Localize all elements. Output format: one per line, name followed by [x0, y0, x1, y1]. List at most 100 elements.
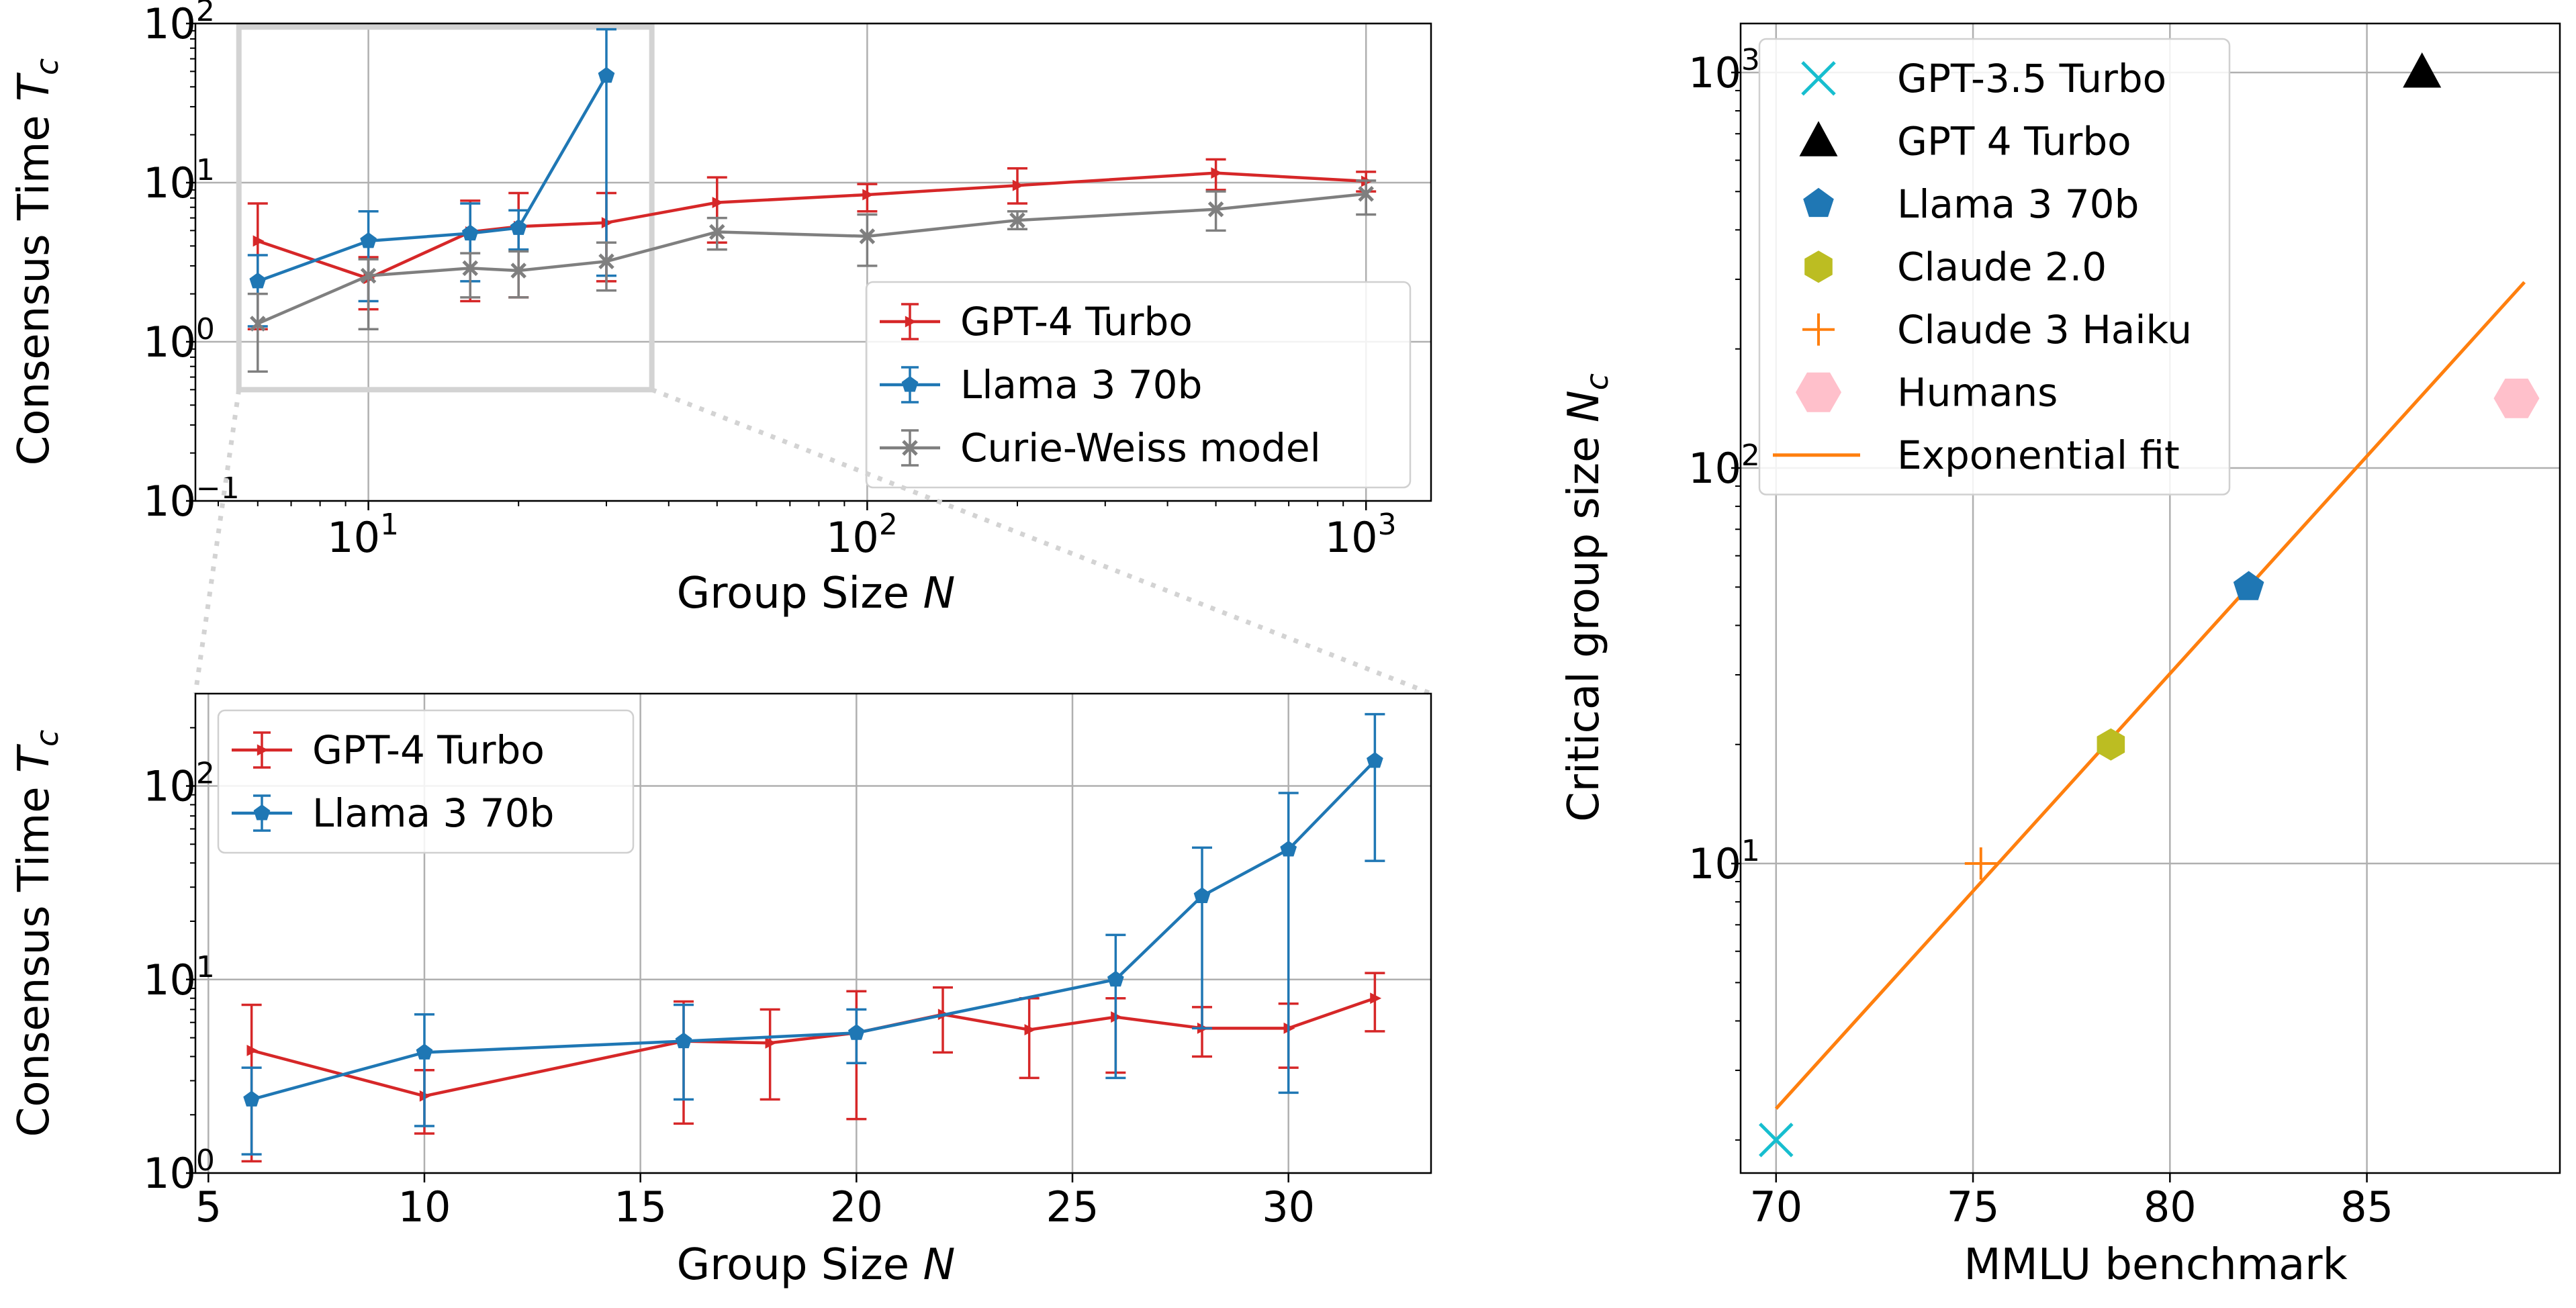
series-llama-3-70b — [247, 28, 616, 328]
errorbar — [673, 1003, 694, 1101]
x-axis-label-text: Group Size — [677, 569, 923, 618]
x-tick-label: 10 — [398, 1182, 451, 1231]
x-tick-label: 30 — [1262, 1182, 1315, 1231]
data-point-stroke-b — [250, 316, 266, 332]
legend-item-llama-3-70b: Llama 3 70b — [1803, 181, 2139, 227]
legend-marker — [1804, 250, 1833, 283]
data-point — [1107, 970, 1124, 987]
y-axis-label-subscript: c — [29, 730, 65, 747]
x-tick-label: 103 — [1325, 508, 1397, 562]
series-line — [257, 192, 1367, 326]
x-axis-label-symbol: N — [923, 1240, 956, 1290]
zoom-connector-lines — [193, 387, 1432, 696]
errorbar — [247, 292, 268, 373]
y-tick-label: 100 — [143, 1143, 215, 1198]
legend-frame — [217, 709, 635, 854]
data-point — [1280, 841, 1297, 857]
data-point-stroke-b — [1009, 212, 1025, 228]
x-tick-label-base: 10 — [1325, 513, 1378, 562]
data-point-gpt-3-5-turbo — [1759, 1123, 1794, 1158]
legend-label: GPT-4 Turbo — [960, 299, 1193, 344]
legend-item-gpt-4-turbo: GPT 4 Turbo — [1799, 118, 2131, 164]
data-point-stroke-b — [1207, 201, 1224, 218]
legend-item-gpt-4-turbo: GPT-4 Turbo — [880, 299, 1193, 344]
x-axis-label: MMLU benchmark — [1964, 1240, 2347, 1290]
y-tick-label: 10−1 — [143, 471, 240, 526]
errorbar — [358, 258, 379, 330]
x-tick-label-base: 10 — [826, 513, 879, 562]
legend: GPT-3.5 Turbo GPT 4 Turbo Llama 3 70b Claud… — [1758, 38, 2231, 496]
errorbar — [1019, 996, 1040, 1080]
data-point-stroke-b — [709, 224, 725, 240]
y-tick-label-exp: 1 — [1741, 834, 1760, 868]
y-tick-label-exp: 2 — [1741, 438, 1760, 473]
legend-label: Exponential fit — [1897, 432, 2180, 478]
zoom-connector-left — [193, 389, 242, 694]
data-point — [1012, 179, 1024, 191]
errorbar — [1356, 179, 1377, 216]
legend-item-curie-weiss-model: Curie-Weiss model — [880, 425, 1321, 471]
data-point — [1358, 185, 1374, 202]
data-point — [765, 1037, 777, 1049]
legend-item-claude-3-haiku: Claude 3 Haiku — [1802, 307, 2192, 353]
legend-label: Llama 3 70b — [312, 790, 554, 836]
data-point-humans — [2493, 378, 2540, 418]
y-axis-label: Consensus Time Tc — [9, 730, 65, 1137]
data-point — [709, 224, 725, 240]
x-tick-label-exp: 3 — [1378, 508, 1397, 542]
data-point — [252, 235, 265, 247]
legend-frame — [865, 281, 1412, 489]
errorbar — [1365, 972, 1385, 1033]
y-tick-label: 101 — [143, 153, 215, 207]
data-point — [712, 197, 724, 209]
legend-marker — [1802, 313, 1835, 346]
data-point — [416, 1043, 433, 1060]
y-axis-label-symbol: T — [9, 743, 59, 773]
errorbar — [760, 1008, 780, 1101]
legend-marker-stroke-b — [902, 440, 918, 456]
series-curie-weiss-model — [247, 179, 1377, 373]
legend-label: Curie-Weiss model — [960, 425, 1321, 471]
data-point — [847, 1024, 865, 1040]
errorbar — [1105, 933, 1126, 1080]
data-point-stroke-b — [510, 263, 526, 279]
plot-frame — [194, 692, 1432, 1174]
data-point-stroke-b — [859, 228, 876, 244]
y-axis-label-subscript: c — [1579, 373, 1615, 390]
x-axis-label: Group Size N — [677, 569, 956, 618]
y-tick-label: 102 — [143, 757, 215, 811]
x-axis-label-text: Group Size — [677, 1240, 923, 1290]
x-tick-label: 70 — [1749, 1182, 1802, 1231]
legend-marker — [1801, 60, 1836, 96]
y-axis-label-subscript: c — [29, 58, 65, 75]
data-point-stroke-b — [360, 267, 377, 284]
legend-item-llama-3-70b: Llama 3 70b — [880, 362, 1202, 408]
y-tick-label: 100 — [143, 312, 215, 367]
legend-label: GPT-4 Turbo — [312, 727, 545, 773]
exponential-fit-line — [1774, 281, 2526, 1110]
legend-marker — [1796, 372, 1841, 412]
data-point — [862, 189, 874, 201]
errorbar — [596, 241, 616, 292]
plot-frame — [1739, 22, 2561, 1174]
legend-frame — [1758, 38, 2231, 496]
y-tick-label-base: 10 — [1688, 839, 1741, 888]
legend-marker — [902, 440, 918, 456]
legend-label: Humans — [1897, 369, 2058, 415]
series-line — [251, 759, 1376, 1101]
x-tick-label: 15 — [614, 1182, 667, 1231]
y-axis-label: Consensus Time Tc — [9, 58, 65, 466]
y-tick-label: 101 — [143, 950, 215, 1005]
errorbar — [857, 213, 878, 267]
data-point — [462, 260, 478, 277]
data-point — [675, 1032, 692, 1049]
x-tick-label: 5 — [195, 1182, 222, 1231]
legend-marker — [905, 316, 917, 328]
legend-marker — [901, 376, 919, 392]
errorbar — [414, 1013, 434, 1127]
series-line — [257, 171, 1367, 281]
legend-label: GPT 4 Turbo — [1897, 118, 2131, 164]
data-point-llama-3-70b — [2233, 571, 2264, 600]
